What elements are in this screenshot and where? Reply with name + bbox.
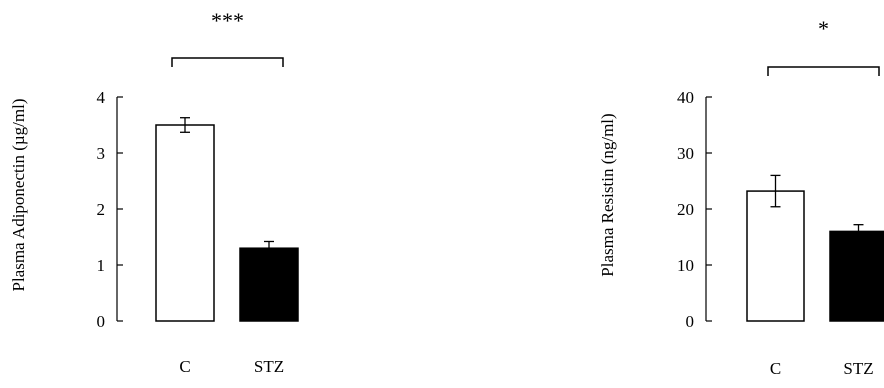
category-label: C — [770, 359, 781, 378]
category-label: C — [179, 357, 190, 376]
y-tick-label: 40 — [677, 88, 694, 107]
y-axis-label: Plasma Resistin (ng/ml) — [598, 113, 617, 276]
y-tick-label: 0 — [97, 312, 106, 331]
significance-stars: *** — [211, 8, 244, 33]
y-tick-label: 20 — [677, 200, 694, 219]
resistin-chart: 0 10 20 30 40 Plasma Resistin (ng/ml) C STZ * — [598, 16, 884, 378]
y-tick-label: 1 — [97, 256, 106, 275]
bar-control — [746, 190, 805, 322]
significance-bracket — [767, 66, 880, 76]
y-axis-label: Plasma Adiponectin (µg/ml) — [9, 99, 28, 292]
y-tick-label: 10 — [677, 256, 694, 275]
y-tick-label: 4 — [97, 88, 106, 107]
adiponectin-chart: 0 1 2 3 4 Plasma Adiponectin (µg/ml) C STZ *** — [9, 8, 299, 376]
y-tick-label: 2 — [97, 200, 106, 219]
category-label: STZ — [843, 359, 873, 378]
significance-stars: * — [818, 16, 829, 41]
bar-stz — [239, 247, 299, 322]
category-label: STZ — [254, 357, 284, 376]
y-tick-label: 0 — [686, 312, 695, 331]
y-tick-label: 30 — [677, 144, 694, 163]
significance-bracket — [171, 57, 284, 67]
bar-control — [155, 124, 215, 322]
y-tick-label: 3 — [97, 144, 106, 163]
bar-stz — [829, 230, 884, 322]
